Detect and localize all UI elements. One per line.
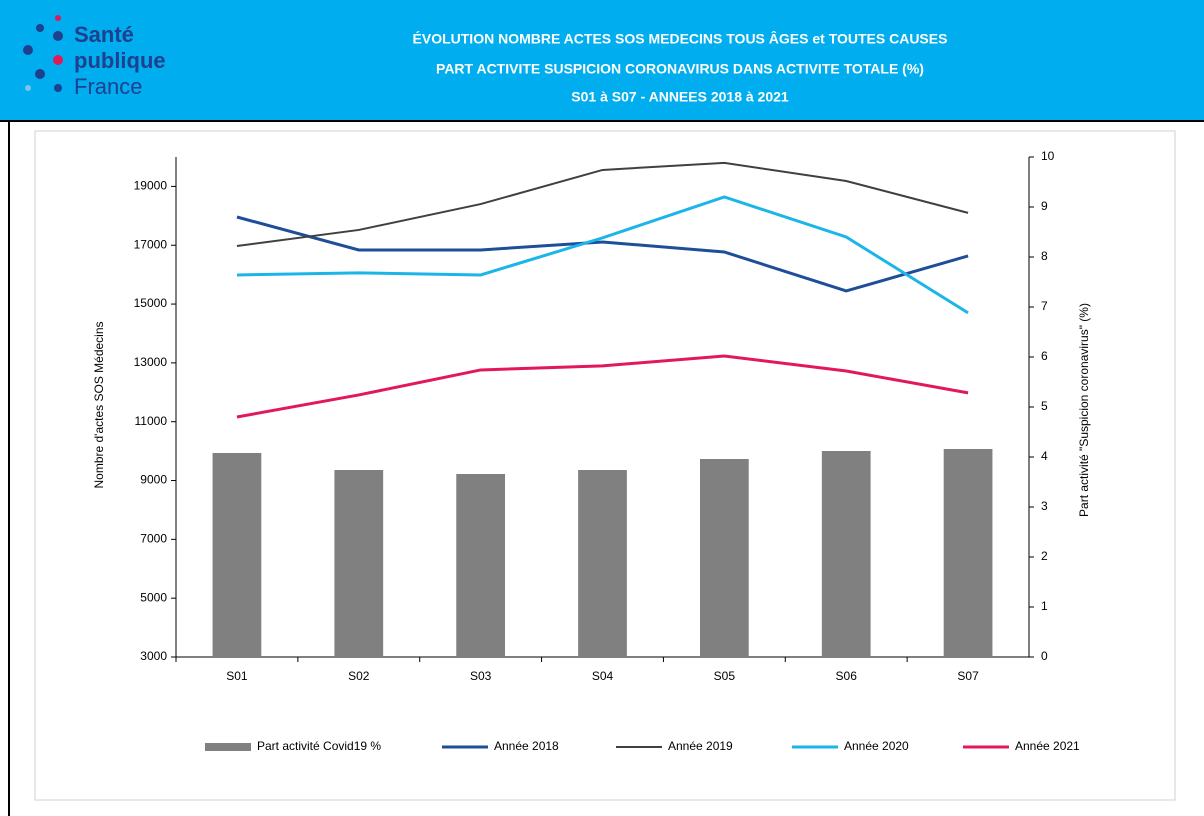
chart-frame <box>34 130 1176 801</box>
legend-label: Année 2018 <box>494 739 559 753</box>
y-tick-label: 19000 <box>134 179 168 193</box>
legend-label: Année 2021 <box>1015 739 1080 753</box>
x-tick-label: S04 <box>592 669 614 683</box>
bar <box>943 449 993 657</box>
legend-swatch <box>205 743 251 751</box>
y-tick-label: 5000 <box>140 590 167 604</box>
y-axis-label: Nombre d'actes SOS Médecins <box>92 321 106 488</box>
logo-text: publique <box>74 48 166 73</box>
x-tick-label: S01 <box>226 669 248 683</box>
y-tick-label: 13000 <box>134 355 168 369</box>
x-tick-label: S07 <box>957 669 979 683</box>
line <box>236 354 969 419</box>
y2-tick-label: 4 <box>1041 449 1048 463</box>
y-tick-label: 7000 <box>140 532 167 546</box>
logo-text: France <box>74 74 142 99</box>
logo-text: Santé <box>74 22 134 47</box>
x-tick-label: S05 <box>714 669 736 683</box>
y2-tick-label: 6 <box>1041 349 1048 363</box>
y2-tick-label: 3 <box>1041 499 1048 513</box>
bar <box>456 474 506 657</box>
y-tick-label: 17000 <box>134 237 168 251</box>
line <box>236 195 969 315</box>
y-tick-label: 9000 <box>140 473 167 487</box>
x-tick-label: S03 <box>470 669 492 683</box>
title: S01 à S07 - ANNEES 2018 à 2021 <box>571 89 789 105</box>
y2-tick-label: 0 <box>1041 649 1048 663</box>
legend-label: Part activité Covid19 % <box>257 739 381 753</box>
y2-tick-label: 5 <box>1041 399 1048 413</box>
header-band <box>0 0 1204 120</box>
y2-tick-label: 1 <box>1041 599 1048 613</box>
title: ÉVOLUTION NOMBRE ACTES SOS MEDECINS TOUS… <box>413 30 948 47</box>
x-tick-label: S06 <box>836 669 858 683</box>
legend-label: Année 2020 <box>844 739 909 753</box>
bar <box>821 451 871 657</box>
y-tick-label: 3000 <box>140 649 167 663</box>
y-tick-label: 11000 <box>135 414 168 428</box>
bar <box>212 453 262 657</box>
y2-tick-label: 10 <box>1041 149 1055 163</box>
title: PART ACTIVITE SUSPICION CORONAVIRUS DANS… <box>436 61 924 77</box>
y-tick-label: 15000 <box>134 296 168 310</box>
y2-tick-label: 7 <box>1041 299 1048 313</box>
y2-axis-label: Part activité "Suspicion coronavirus" (%… <box>1077 303 1091 517</box>
line <box>236 161 969 247</box>
bar <box>334 470 384 657</box>
legend-label: Année 2019 <box>668 739 733 753</box>
logo-dots <box>23 15 63 92</box>
bar <box>699 459 749 657</box>
y2-tick-label: 8 <box>1041 249 1048 263</box>
line <box>236 215 969 293</box>
bar <box>578 470 627 657</box>
y2-tick-label: 2 <box>1041 549 1048 563</box>
x-tick-label: S02 <box>348 669 370 683</box>
y2-tick-label: 9 <box>1041 199 1048 213</box>
